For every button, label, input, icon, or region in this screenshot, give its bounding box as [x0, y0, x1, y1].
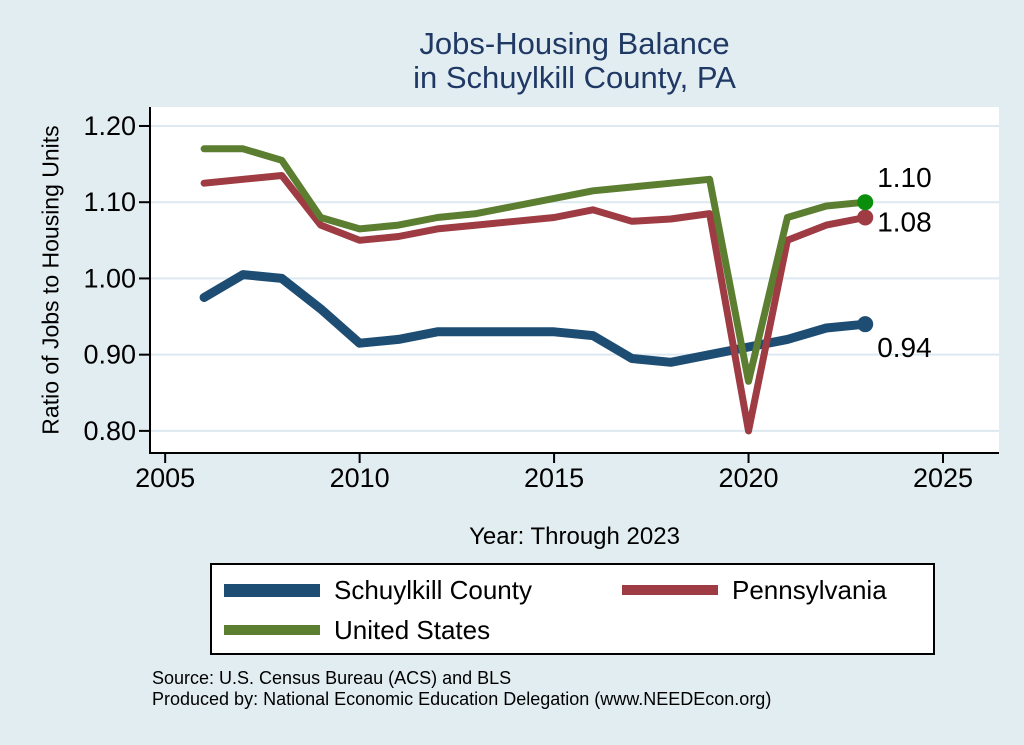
y-tick-label-1.00: 1.00	[83, 263, 136, 293]
end-label-pennsylvania: 1.08	[877, 206, 932, 237]
x-tick-label-2005: 2005	[135, 463, 195, 493]
y-tick-label-1.20: 1.20	[83, 111, 136, 141]
end-label-schuylkill-county: 0.94	[877, 332, 932, 363]
x-tick-label-2015: 2015	[524, 463, 584, 493]
y-tick-label-1.10: 1.10	[83, 187, 136, 217]
x-tick-label-2010: 2010	[330, 463, 390, 493]
legend-item-schuylkill-county: Schuylkill County	[224, 574, 532, 605]
plot-background	[150, 107, 999, 453]
source-note: Source: U.S. Census Bureau (ACS) and BLS…	[152, 668, 771, 710]
end-marker-schuylkill-county	[857, 316, 874, 333]
legend: Schuylkill County Pennsylvania United St…	[210, 563, 935, 655]
series-line-pennsylvania	[200, 172, 869, 435]
y-tick-label-0.80: 0.80	[83, 416, 136, 446]
source-line: Source: U.S. Census Bureau (ACS) and BLS	[152, 668, 512, 688]
chart-title-line1: Jobs-Housing Balance	[419, 26, 730, 61]
chart-title-line2: in Schuylkill County, PA	[413, 60, 736, 95]
legend-swatch-pennsylvania	[622, 585, 718, 595]
x-tick-label-2025: 2025	[913, 463, 973, 493]
produced-by-line: Produced by: National Economic Education…	[152, 689, 772, 709]
chart-title: Jobs-Housing Balance in Schuylkill Count…	[150, 27, 999, 95]
legend-label-united-states: United States	[334, 614, 491, 645]
series-line-united-states	[200, 145, 869, 385]
legend-swatch-united-states	[224, 625, 320, 635]
x-axis-title: Year: Through 2023	[469, 523, 680, 550]
legend-label-schuylkill-county: Schuylkill County	[334, 574, 532, 605]
end-label-united-states: 1.10	[877, 162, 932, 193]
end-marker-united-states	[857, 194, 874, 211]
legend-swatch-schuylkill-county	[224, 583, 320, 597]
end-marker-pennsylvania	[857, 209, 874, 226]
legend-item-united-states: United States	[224, 614, 491, 645]
legend-item-pennsylvania: Pennsylvania	[622, 574, 887, 605]
x-tick-label-2020: 2020	[719, 463, 779, 493]
y-tick-label-0.90: 0.90	[83, 340, 136, 370]
legend-label-pennsylvania: Pennsylvania	[732, 574, 887, 605]
